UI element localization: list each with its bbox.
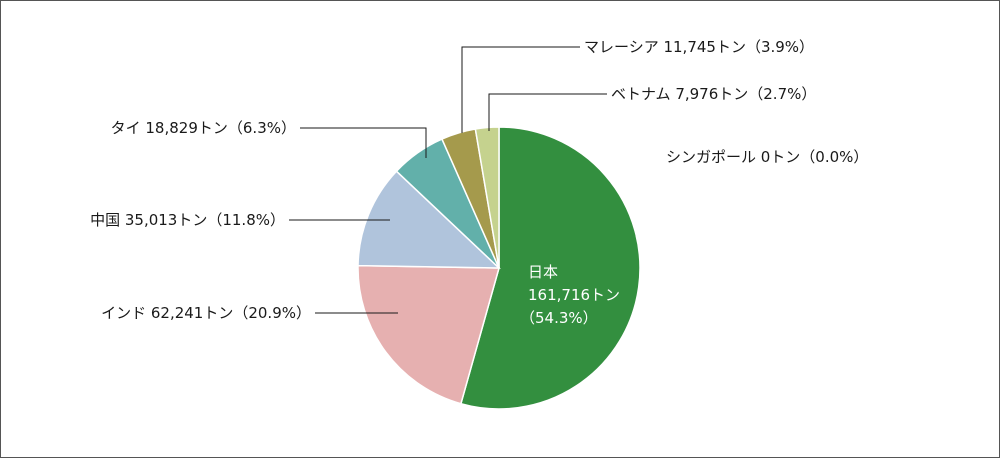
leader-line-vietnam [488,93,607,131]
leader-line-malaysia [461,46,580,133]
pie-slice-china [357,170,501,269]
japan-name-label: 日本 [528,263,558,281]
pie-slice-india [357,264,500,405]
thailand-label: タイ 18,829トン（6.3%） [111,119,296,137]
japan-percent-label: （54.3%） [520,309,598,327]
pie-slice-vietnam [474,126,500,269]
japan-value-label: 161,716トン [528,286,620,304]
pie-slices [357,126,641,410]
malaysia-label: マレーシア 11,745トン（3.9%） [584,38,814,56]
china-label: 中国 35,013トン（11.8%） [90,211,285,229]
singapore-label: シンガポール 0トン（0.0%） [666,148,868,166]
vietnam-label: ベトナム 7,976トン（2.7%） [611,85,816,103]
india-label: インド 62,241トン（20.9%） [101,304,311,322]
pie-slice-japan [459,126,641,410]
leader-line-thailand [300,127,427,158]
